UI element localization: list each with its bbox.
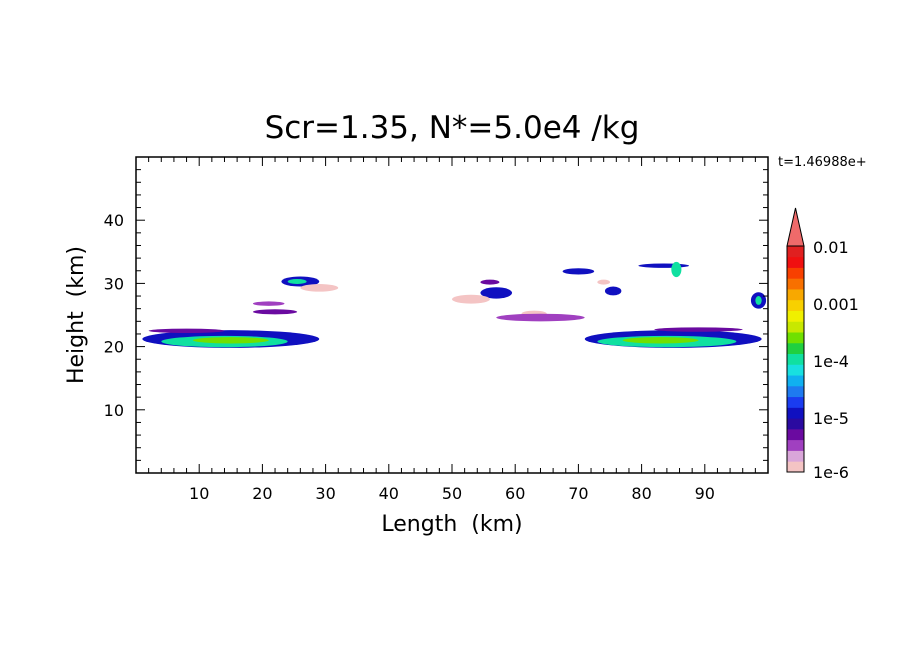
colorbar-frame (786, 245, 805, 473)
colorbar-label: 1e-6 (813, 463, 849, 482)
colorbar-segment (787, 246, 804, 258)
colorbar-segment (787, 407, 804, 419)
colorbar-segment (787, 321, 804, 333)
heat-region-23 (671, 261, 682, 278)
colorbar-segment (787, 375, 804, 387)
y-tick-label: 40 (104, 211, 124, 230)
colorbar: 0.01 0.001 1e-4 1e-5 1e-6 (786, 207, 859, 482)
heatmap-regions (142, 261, 767, 348)
heat-region-25 (755, 296, 762, 305)
colorbar-segment (787, 310, 804, 322)
heat-region-7 (622, 337, 699, 344)
heat-region-20 (604, 286, 622, 296)
colorbar-segment (787, 396, 804, 408)
colorbar-segment (787, 332, 804, 344)
colorbar-label: 0.01 (813, 238, 849, 257)
x-tick-label: 60 (505, 484, 525, 503)
y-tick-label: 30 (104, 274, 124, 293)
colorbar-segment (787, 256, 804, 268)
heat-region-14 (480, 287, 513, 299)
colorbar-segment (787, 353, 804, 365)
colorbar-segment (787, 439, 804, 451)
heat-region-4 (148, 328, 225, 334)
heat-region-11 (300, 284, 339, 292)
heat-region-19 (562, 268, 595, 275)
colorbar-segment (787, 461, 804, 473)
x-tick-label: 30 (315, 484, 335, 503)
colorbar-label: 1e-4 (813, 352, 849, 371)
plot-frame (135, 156, 769, 474)
timestamp-label: t=1.46988e+ (778, 155, 867, 170)
heat-region-21 (597, 279, 610, 285)
y-axis-label: Height (km) (64, 246, 89, 384)
x-axis-label: Length (km) (381, 512, 522, 537)
colorbar-extend-arrow (786, 207, 805, 247)
x-tick-label: 90 (695, 484, 715, 503)
y-tick-label: 10 (104, 401, 124, 420)
x-tick-label: 70 (568, 484, 588, 503)
colorbar-segment (787, 278, 804, 290)
heat-region-18 (496, 313, 585, 322)
colorbar-label: 0.001 (813, 295, 859, 314)
heat-region-16 (452, 294, 490, 304)
colorbar-segment (787, 267, 804, 279)
y-tick-label: 20 (104, 338, 124, 357)
x-tick-label: 80 (631, 484, 651, 503)
x-axis: 10 20 30 40 50 60 70 80 90 (148, 157, 756, 503)
heat-region-22 (638, 263, 689, 268)
heat-region-8 (654, 327, 743, 332)
colorbar-segment (787, 364, 804, 376)
chart-title: Scr=1.35, N*=5.0e4 /kg (265, 110, 640, 146)
heat-region-10 (287, 278, 307, 285)
heat-region-15 (480, 279, 500, 285)
colorbar-segment (787, 418, 804, 430)
colorbar-segment (787, 299, 804, 311)
heat-region-12 (252, 301, 285, 306)
y-axis: 10 20 30 40 (104, 169, 768, 461)
x-tick-label: 20 (252, 484, 272, 503)
heat-region-3 (192, 337, 269, 344)
x-tick-label: 10 (189, 484, 209, 503)
x-tick-label: 40 (379, 484, 399, 503)
x-tick-label: 50 (442, 484, 462, 503)
colorbar-segment (787, 342, 804, 355)
colorbar-segment (787, 289, 804, 301)
heat-region-13 (252, 309, 298, 315)
colorbar-label: 1e-5 (813, 409, 849, 428)
colorbar-segment (787, 428, 804, 441)
colorbar-segment (787, 450, 804, 462)
colorbar-segment (787, 385, 804, 398)
